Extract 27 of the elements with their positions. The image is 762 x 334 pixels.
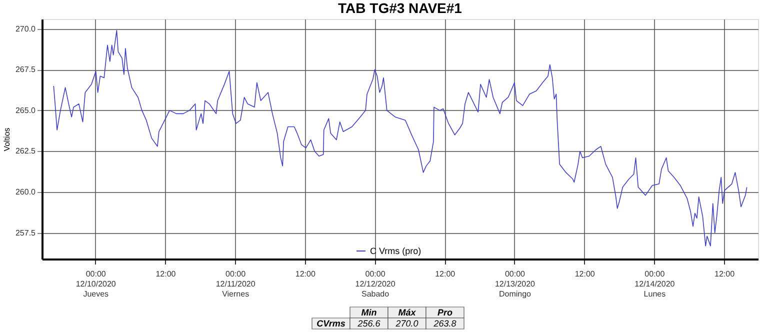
y-tick-label: 262.5	[15, 146, 36, 156]
x-tick-label: 00:00 12/12/2020 Sabado	[355, 270, 396, 298]
x-tick-label: 00:00 12/14/2020 Lunes	[634, 270, 676, 298]
y-tick-label: 257.5	[15, 228, 36, 238]
y-tick-label: 270.0	[15, 24, 36, 34]
line-series	[53, 30, 748, 246]
text: 263.8	[432, 318, 456, 328]
y-axis-title: Voltios	[2, 128, 12, 152]
x-tick-label: 00:00 12/11/2020 Viernes	[216, 270, 256, 298]
y-tick-label: 265.0	[15, 106, 36, 115]
x-tick-label: 12:00	[714, 270, 736, 278]
text: Min	[361, 308, 378, 318]
text: 270.0	[394, 318, 418, 328]
text: 256.6	[356, 318, 380, 328]
y-tick-label: 260.0	[15, 188, 36, 197]
y-tick-label: 267.5	[15, 65, 36, 74]
text: CVrms	[316, 318, 346, 328]
x-tick-label: 00:00 12/13/2020 Domingo	[494, 270, 536, 298]
x-tick-label: 12:00	[574, 270, 596, 278]
x-tick-label: 12:00	[295, 270, 316, 278]
text: Pro	[437, 308, 453, 318]
text: Máx	[398, 308, 417, 318]
x-tick-label: 12:00	[435, 270, 456, 278]
x-tick-label: 00:00 12/10/2020 Jueves	[76, 270, 116, 298]
x-tick-label: 12:00	[156, 270, 176, 278]
legend-label: C Vrms (pro)	[370, 246, 422, 256]
chart-title: TAB TG#3 NAVE#1	[338, 0, 462, 16]
